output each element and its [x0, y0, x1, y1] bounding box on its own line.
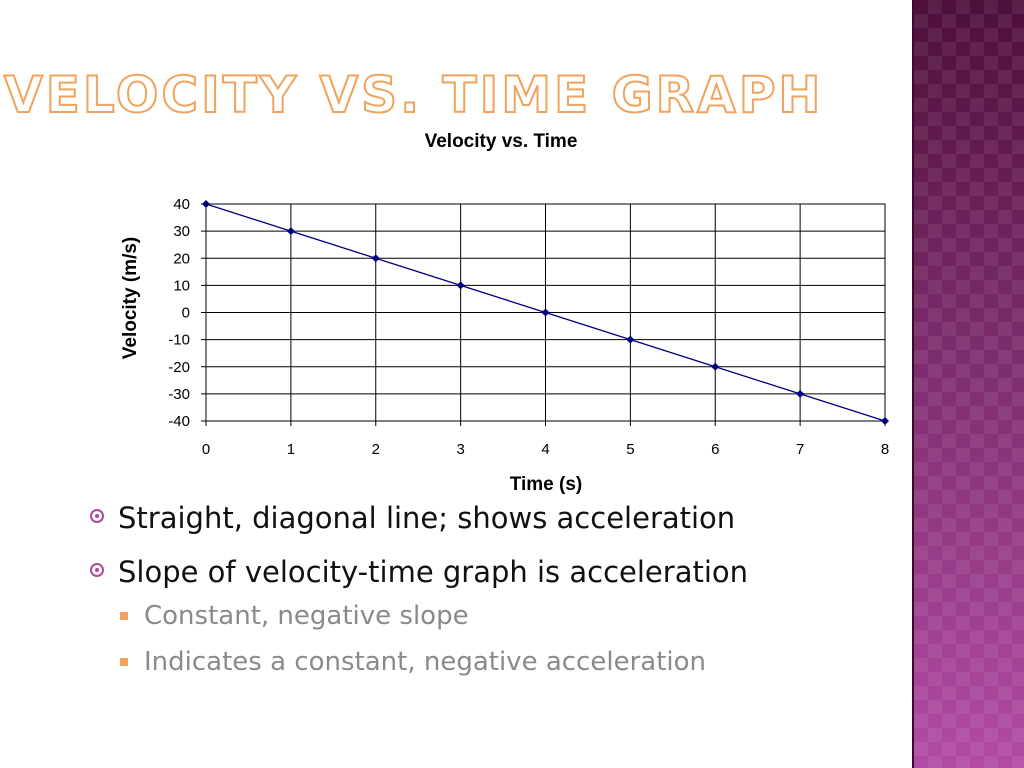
y-axis-title: Velocity (m/s)	[120, 237, 141, 360]
y-tick-label: 30	[173, 223, 190, 240]
data-point-marker	[796, 389, 805, 398]
data-point-marker	[711, 362, 720, 371]
square-bullet-icon	[120, 612, 128, 620]
sub-bullet-text: Indicates a constant, negative accelerat…	[144, 647, 706, 677]
y-tick-label: -30	[168, 386, 190, 403]
data-point-marker	[202, 200, 210, 208]
y-tick-label: 40	[173, 196, 190, 213]
data-point-marker	[286, 227, 295, 236]
circle-bullet-icon	[90, 563, 104, 577]
square-bullet-icon	[120, 658, 128, 666]
x-tick-label: 4	[541, 441, 549, 458]
x-tick-label: 3	[456, 441, 464, 458]
x-tick-label: 8	[881, 441, 889, 458]
x-axis-ticks: 0 1 2 3 4 5 6 7 8	[202, 421, 889, 458]
y-tick-label: -20	[168, 359, 190, 376]
sub-bullet-item: Constant, negative slope	[118, 600, 748, 632]
sub-bullet-list: Constant, negative slope Indicates a con…	[88, 600, 748, 678]
slide-title: Velocity vs. Time Graph	[3, 65, 824, 125]
series-layer	[202, 200, 889, 425]
x-tick-label: 2	[372, 441, 380, 458]
y-tick-label: 20	[173, 250, 190, 267]
bullet-text: Straight, diagonal line; shows accelerat…	[118, 501, 736, 535]
bullet-list: Straight, diagonal line; shows accelerat…	[88, 500, 748, 692]
y-tick-label: -10	[168, 332, 190, 349]
data-point-marker	[456, 281, 465, 290]
sub-bullet-text: Constant, negative slope	[144, 601, 469, 631]
x-tick-label: 0	[202, 441, 210, 458]
x-tick-label: 7	[796, 441, 804, 458]
y-tick-label: -40	[168, 413, 190, 430]
chart-title: Velocity vs. Time	[425, 131, 578, 152]
bullet-item: Straight, diagonal line; shows accelerat…	[88, 500, 748, 536]
x-tick-label: 6	[711, 441, 719, 458]
x-tick-label: 5	[626, 441, 634, 458]
x-axis-title: Time (s)	[510, 474, 583, 495]
y-axis-ticks: 40 30 20 10 0 -10 -20 -30 -40	[168, 196, 206, 430]
y-tick-label: 10	[173, 277, 190, 294]
data-point-marker	[881, 417, 889, 425]
data-point-marker	[541, 308, 550, 317]
decorative-side-panel	[912, 0, 1024, 768]
sub-bullet-item: Indicates a constant, negative accelerat…	[118, 646, 748, 678]
bullet-text: Slope of velocity-time graph is accelera…	[118, 555, 749, 589]
bullet-item: Slope of velocity-time graph is accelera…	[88, 554, 748, 590]
data-point-marker	[626, 335, 635, 344]
y-tick-label: 0	[182, 305, 190, 322]
data-point-marker	[371, 254, 380, 263]
circle-bullet-icon	[90, 509, 104, 523]
x-tick-label: 1	[287, 441, 295, 458]
velocity-time-chart: Velocity vs. Time 403020100-10-20-30-40 …	[120, 131, 889, 495]
